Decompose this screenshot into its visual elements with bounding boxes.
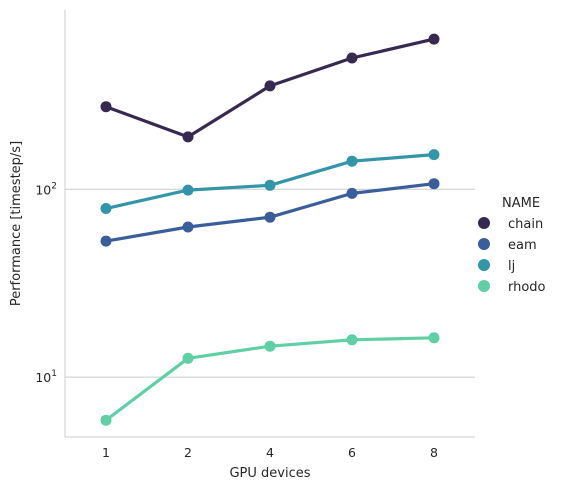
x-tick-label: 1 (102, 445, 110, 460)
legend-label: lj (508, 259, 515, 274)
data-point (182, 221, 194, 233)
y-tick-label: 101 (35, 369, 57, 385)
data-point (182, 131, 194, 143)
x-tick-label: 2 (184, 445, 192, 460)
y-tick-label: 102 (35, 181, 57, 197)
data-point (100, 414, 112, 426)
x-tick-label: 6 (348, 445, 356, 460)
legend-marker (478, 280, 490, 292)
data-point (264, 80, 276, 92)
data-point (100, 101, 112, 113)
data-point (346, 52, 358, 64)
legend-label: eam (508, 238, 537, 253)
x-axis-label: GPU devices (229, 466, 310, 481)
x-tick-label: 8 (430, 445, 438, 460)
series-group (100, 33, 440, 426)
series-lj (100, 149, 440, 214)
data-point (100, 235, 112, 247)
legend-label: rhodo (508, 280, 546, 295)
legend: NAME chain eam lj rhodo (478, 196, 546, 295)
y-tick-labels: 101 102 (35, 181, 57, 385)
series-chain (100, 33, 440, 143)
y-axis-label: Performance [timestep/s] (9, 141, 24, 306)
series-rhodo (100, 332, 440, 426)
data-point (182, 184, 194, 196)
data-point (264, 211, 276, 223)
data-point (264, 340, 276, 352)
legend-title: NAME (502, 196, 540, 211)
data-point (100, 203, 112, 214)
data-point (346, 155, 358, 167)
legend-label: chain (508, 217, 543, 232)
legend-marker (478, 217, 490, 229)
data-point (264, 179, 276, 191)
data-point (428, 33, 440, 45)
data-point (428, 149, 440, 161)
legend-marker (478, 238, 490, 250)
series-eam (100, 178, 440, 247)
x-tick-labels: 1 2 4 6 8 (102, 445, 438, 460)
x-tick-label: 4 (266, 445, 274, 460)
data-point (346, 334, 358, 346)
legend-marker (478, 259, 490, 271)
data-point (182, 352, 194, 364)
data-point (428, 332, 440, 344)
data-point (428, 178, 440, 190)
data-point (346, 187, 358, 199)
